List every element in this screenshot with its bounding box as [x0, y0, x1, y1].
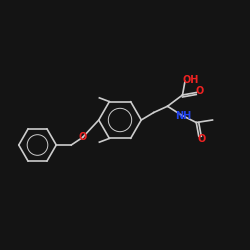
Text: O: O: [197, 134, 205, 144]
Text: O: O: [195, 86, 203, 96]
Text: NH: NH: [175, 111, 191, 121]
Text: O: O: [78, 132, 87, 142]
Text: OH: OH: [182, 75, 199, 85]
